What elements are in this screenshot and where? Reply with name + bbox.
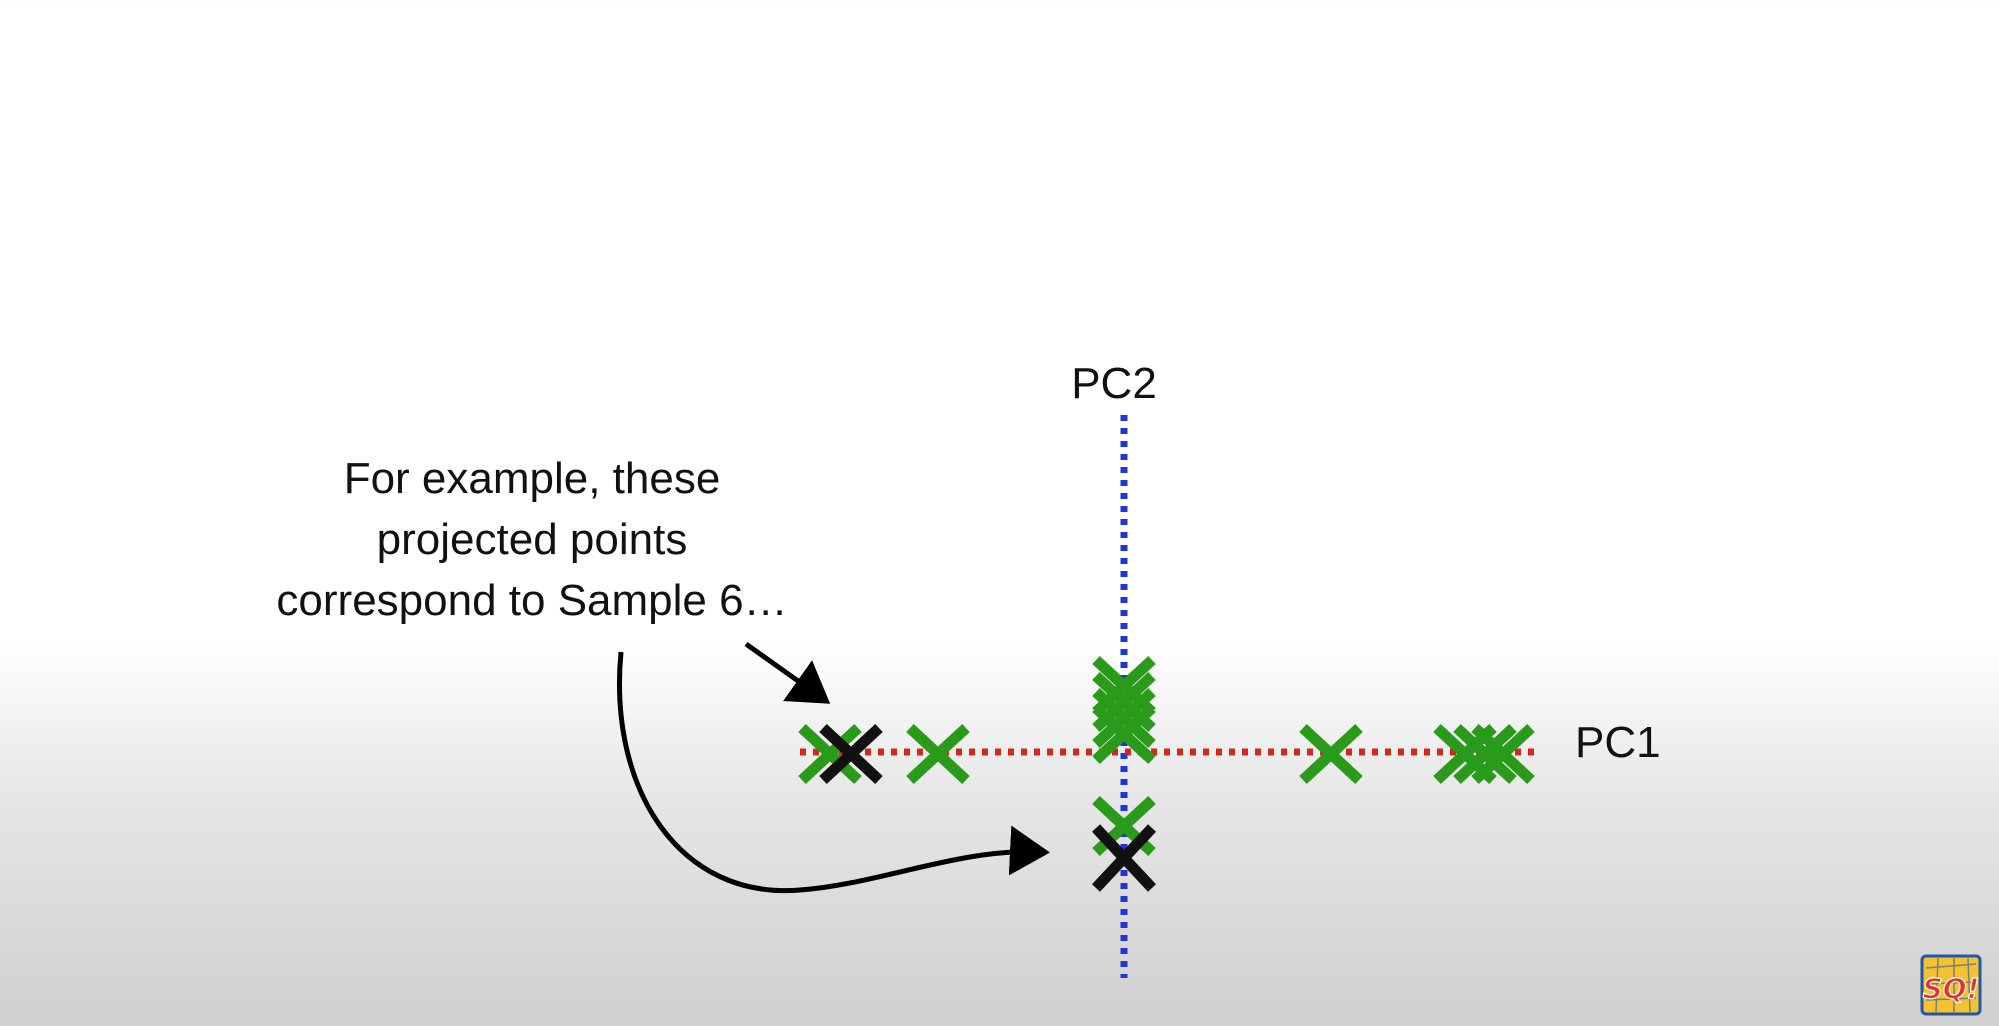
- pc2-projected-points: [1092, 655, 1156, 857]
- annotation-line-2: projected points: [377, 515, 688, 564]
- pc1-point-marker: [906, 723, 970, 785]
- pc2-axis-label: PC2: [1071, 359, 1157, 408]
- statquest-logo-icon: SQ!: [1920, 954, 1982, 1016]
- pc1-point-marker: [1471, 723, 1535, 785]
- logo-text: SQ!: [1923, 972, 1980, 1005]
- pc1-point-marker: [1453, 723, 1517, 785]
- pc1-point-marker: [798, 723, 862, 785]
- annotation-line-1: For example, these: [344, 454, 721, 503]
- pointer-arrow-straight: [744, 641, 831, 704]
- pc1-axis-label: PC1: [1575, 718, 1661, 767]
- sample-6-pc2-projection-marker: [1091, 824, 1157, 892]
- sample-6-pc1-projection-marker: [819, 723, 883, 785]
- pc2-point-marker: [1092, 687, 1156, 749]
- pc1-projected-points: [798, 723, 1535, 785]
- pc1-point-marker: [1299, 723, 1363, 785]
- annotation-line-3: correspond to Sample 6…: [276, 576, 787, 625]
- pointer-arrow-curved: [617, 651, 1050, 894]
- pc2-point-marker: [1092, 703, 1156, 765]
